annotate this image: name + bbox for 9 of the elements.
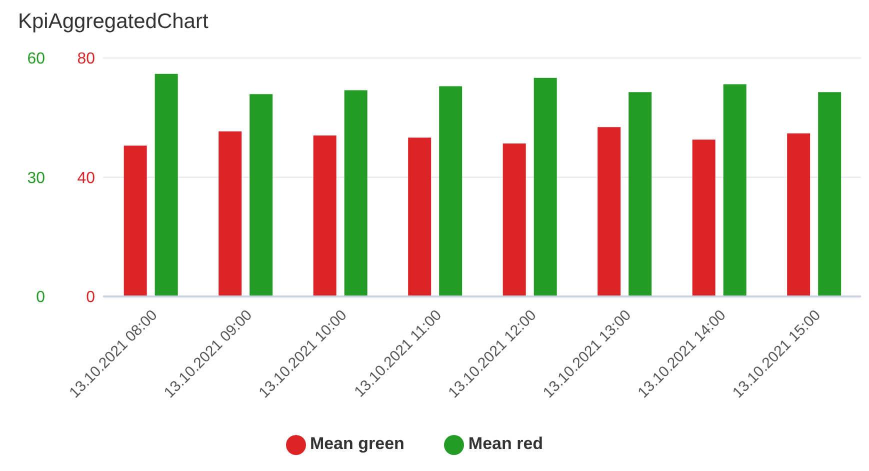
y2-tick-label: 30 [27,170,46,187]
y2-tick-label: 60 [27,50,46,68]
chart-title: KpiAggregatedChart [17,9,210,35]
y-tick-label: 0 [86,289,96,306]
y2-tick-label: 0 [36,289,46,306]
legend-label: Mean red [468,434,544,454]
y-tick-label: 40 [77,170,96,187]
legend-label: Mean green [310,434,404,454]
y-tick-label: 80 [77,50,96,68]
